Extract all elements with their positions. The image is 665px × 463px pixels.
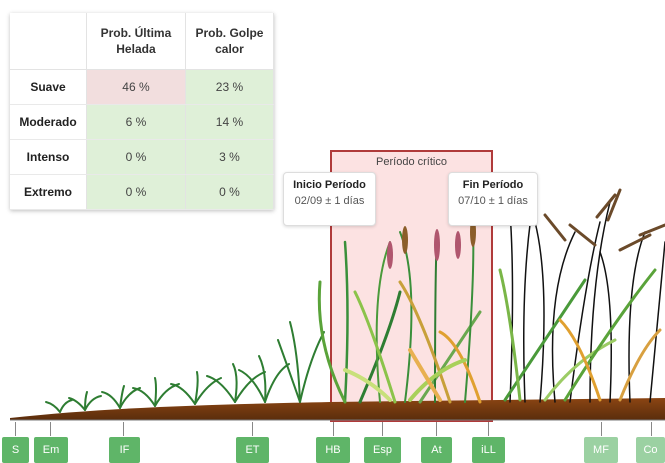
table-row: Moderado 6 % 14 %: [10, 104, 275, 140]
stage-button-em[interactable]: Em: [34, 437, 68, 463]
heat-probability-cell: 14 %: [185, 104, 275, 140]
table-row: Suave 46 % 23 %: [10, 69, 275, 105]
frost-probability-cell: 0 %: [86, 174, 186, 210]
stage-button-co[interactable]: Co: [636, 437, 665, 463]
period-end-title: Fin Período: [462, 179, 524, 191]
mature-plants: [498, 188, 665, 403]
table-row: Intenso 0 % 3 %: [10, 139, 275, 175]
heat-probability-header: Prob. Golpe calor: [185, 13, 275, 70]
stage-tick: [436, 422, 437, 436]
severity-label: Intenso: [10, 139, 87, 175]
seedling-group: [45, 321, 325, 413]
stage-button-mf[interactable]: MF: [584, 437, 618, 463]
frost-probability-header: Prob. Última Helada: [86, 13, 186, 70]
stage-button-ill[interactable]: iLL: [472, 437, 505, 463]
stage-button-esp[interactable]: Esp: [364, 437, 401, 463]
frost-probability-cell: 46 %: [86, 69, 186, 105]
stage-tick: [601, 422, 602, 436]
stage-tick: [50, 422, 51, 436]
risk-probability-table: Prob. Última Helada Prob. Golpe calor Su…: [10, 13, 275, 210]
stage-tick: [651, 422, 652, 436]
stage-button-at[interactable]: At: [421, 437, 452, 463]
stage-tick: [123, 422, 124, 436]
severity-label: Suave: [10, 69, 87, 105]
soil-strip: [10, 398, 665, 420]
stage-tick: [488, 422, 489, 436]
stage-button-s[interactable]: S: [2, 437, 29, 463]
stage-button-hb[interactable]: HB: [316, 437, 350, 463]
period-end-tooltip: Fin Período 07/10 ± 1 días: [448, 172, 538, 226]
period-start-title: Inicio Período: [293, 179, 366, 191]
frost-probability-cell: 6 %: [86, 104, 186, 140]
heat-probability-cell: 0 %: [185, 174, 275, 210]
period-start-date: 02/09 ± 1 días: [294, 195, 365, 207]
severity-label: Moderado: [10, 104, 87, 140]
heat-probability-cell: 23 %: [185, 69, 275, 105]
table-corner-header: [10, 13, 87, 70]
stage-tick: [382, 422, 383, 436]
severity-label: Extremo: [10, 174, 87, 210]
stage-tick: [15, 422, 16, 436]
stage-tick: [252, 422, 253, 436]
critical-period-label: Período crítico: [376, 156, 447, 168]
frost-probability-cell: 0 %: [86, 139, 186, 175]
stage-button-if[interactable]: IF: [109, 437, 140, 463]
heat-probability-cell: 3 %: [185, 139, 275, 175]
period-start-tooltip: Inicio Período 02/09 ± 1 días: [283, 172, 376, 226]
risk-table: Prob. Última Helada Prob. Golpe calor Su…: [10, 13, 275, 210]
stage-button-et[interactable]: ET: [236, 437, 269, 463]
stage-tick: [333, 422, 334, 436]
table-row: Extremo 0 % 0 %: [10, 174, 275, 210]
period-end-date: 07/10 ± 1 días: [458, 195, 528, 207]
flowering-plants: [317, 217, 482, 404]
